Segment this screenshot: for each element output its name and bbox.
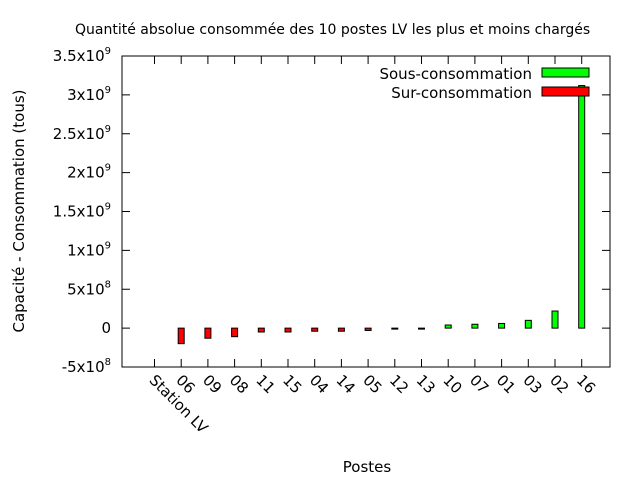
bar-sur-consommation xyxy=(337,327,345,332)
x-tick-label: 02 xyxy=(546,371,572,397)
bar-sur-consommation xyxy=(231,327,239,338)
bar-sur-consommation xyxy=(204,327,212,339)
bar-sous-consommation xyxy=(444,324,452,329)
x-tick-label: 16 xyxy=(573,371,599,397)
y-tick-label: 2x109 xyxy=(67,163,111,182)
bar-sur-consommation xyxy=(284,327,292,333)
bar-sur-consommation xyxy=(364,327,372,331)
x-tick-label: 12 xyxy=(386,371,412,397)
bar-sur-consommation xyxy=(177,327,185,345)
bar-sous-consommation xyxy=(498,322,506,329)
y-tick-label: 5x108 xyxy=(67,279,111,298)
legend-swatch xyxy=(541,86,590,97)
bar-sur-consommation xyxy=(418,327,425,330)
chart-title: Quantité absolue consommée des 10 postes… xyxy=(75,22,590,38)
x-tick-label: 05 xyxy=(359,371,385,397)
y-ticks: -5x108 0 5x108 1x109 1.5x109 2x109 2.5x109 3x10… xyxy=(53,46,610,376)
y-axis-label: Capacité - Consommation (tous) xyxy=(10,89,28,332)
bars xyxy=(177,85,586,345)
bar-sous-consommation xyxy=(471,323,479,329)
bar-sur-consommation xyxy=(311,327,319,332)
x-tick-label: 13 xyxy=(413,371,439,397)
x-axis-label: Postes xyxy=(343,458,392,476)
x-tick-label: 09 xyxy=(199,371,225,397)
x-tick-label: 03 xyxy=(519,371,545,397)
bar-sur-consommation xyxy=(257,327,265,333)
x-tick-label: 11 xyxy=(252,371,278,397)
x-tick-label: 07 xyxy=(466,371,492,397)
y-tick-label: 0 xyxy=(101,319,111,337)
x-tick-label: 10 xyxy=(439,371,465,397)
bar-sous-consommation xyxy=(524,319,532,329)
plot-area-frame xyxy=(121,55,611,368)
legend-swatch xyxy=(541,67,590,78)
x-tick-label: 14 xyxy=(333,371,359,397)
x-tick-label: 01 xyxy=(493,371,519,397)
y-tick-label: -5x108 xyxy=(62,357,111,376)
x-tick-label: 15 xyxy=(279,371,305,397)
x-tick-label: 04 xyxy=(306,371,332,397)
y-tick-label: 1x109 xyxy=(67,240,111,259)
bar-sous-consommation xyxy=(578,85,586,329)
y-tick-label: 1.5x109 xyxy=(53,202,111,221)
y-tick-label: 3.5x109 xyxy=(53,46,111,65)
bar-sur-consommation xyxy=(391,327,399,330)
y-tick-label: 2.5x109 xyxy=(53,124,111,143)
x-tick-label: 08 xyxy=(226,371,252,397)
y-tick-label: 3x109 xyxy=(67,85,111,104)
legend-label: Sur-consommation xyxy=(391,84,532,102)
legend-label: Sous-consommation xyxy=(379,65,532,83)
bar-sous-consommation xyxy=(551,310,559,329)
